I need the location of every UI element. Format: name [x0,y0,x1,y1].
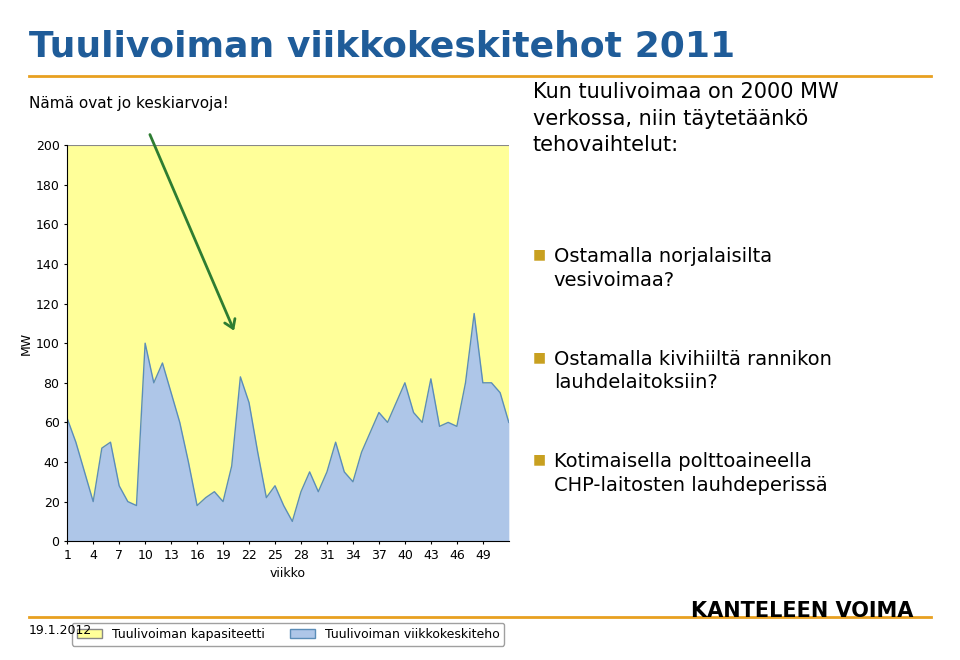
Text: KANTELEEN VOIMA: KANTELEEN VOIMA [691,601,914,620]
Text: ■: ■ [533,452,546,466]
Text: Tuulivoiman viikkokeskitehot 2011: Tuulivoiman viikkokeskitehot 2011 [29,30,735,64]
Text: Ostamalla norjalaisilta
vesivoimaa?: Ostamalla norjalaisilta vesivoimaa? [554,248,772,290]
Text: Kotimaisella polttoaineella
CHP-laitosten lauhdeperissä: Kotimaisella polttoaineella CHP-laitoste… [554,452,828,494]
Text: Ostamalla kivihiiltä rannikon
lauhdelaitoksiin?: Ostamalla kivihiiltä rannikon lauhdelait… [554,350,831,392]
Text: 19.1.2012: 19.1.2012 [29,624,92,637]
X-axis label: viikko: viikko [270,568,306,580]
Y-axis label: MW: MW [20,331,33,355]
Text: Kun tuulivoimaa on 2000 MW
verkossa, niin täytetäänkö
tehovaihtelut:: Kun tuulivoimaa on 2000 MW verkossa, nii… [533,82,838,155]
Text: ■: ■ [533,248,546,261]
Legend: Tuulivoiman kapasiteetti, Tuulivoiman viikkokeskiteho: Tuulivoiman kapasiteetti, Tuulivoiman vi… [72,623,504,646]
Text: Nämä ovat jo keskiarvoja!: Nämä ovat jo keskiarvoja! [29,96,228,111]
Text: ■: ■ [533,350,546,364]
